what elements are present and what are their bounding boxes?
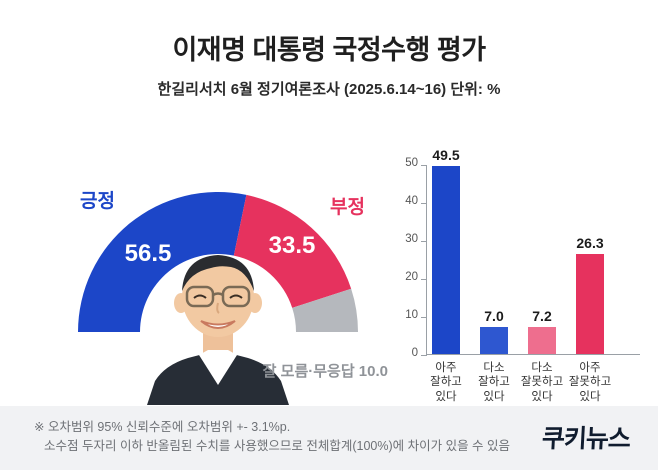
y-tick-label-0: 0 (411, 347, 418, 359)
y-axis-tickmarks (421, 165, 426, 356)
avatar-glasses-right (221, 285, 251, 308)
donut-segment-negative (233, 194, 352, 308)
bar-category-label: 아주 잘하고 있다 (430, 362, 462, 403)
kukinews-logo: 쿠키뉴스 (541, 425, 631, 453)
unknown-label: 잘 모름·무응답 10.0 (262, 363, 388, 380)
avatar-shirt (199, 350, 237, 385)
avatar-eye-left (193, 294, 207, 299)
detail-bar-chart: 50 40 30 20 10 0 49.5 7.0 7.2 26.3 아주 잘하… (405, 147, 640, 403)
y-tick-label-20: 20 (405, 271, 418, 283)
half-donut-svg (78, 192, 358, 332)
positive-value: 56.5 (124, 240, 172, 267)
approval-donut-chart: 긍정 부정 56.5 33.5 잘 모름·무응답 10.0 (0, 140, 400, 406)
avatar-face (182, 257, 254, 337)
bar-somewhat-badly (528, 326, 556, 354)
bar-group-very-badly: 26.3 (576, 235, 604, 354)
footnotes: ※ 오차범위 95% 신뢰수준에 오차범위 +- 3.1%p. 소수점 두자리 … (34, 418, 510, 457)
president-photo (147, 255, 289, 405)
bar-value-label: 26.3 (576, 235, 604, 252)
y-tick-label-30: 30 (405, 233, 418, 245)
avatar-eye-right (229, 294, 243, 299)
bar-category-label: 아주 잘못하고 있다 (568, 362, 612, 403)
y-tick-label-10: 10 (405, 309, 418, 321)
negative-label: 부정 (330, 197, 365, 218)
donut-segment-unknown (292, 288, 358, 332)
page-subtitle: 한길리서치 6월 정기여론조사 (2025.6.14~16) 단위: % (157, 81, 501, 98)
bar-very-well (432, 165, 460, 354)
y-axis (426, 165, 427, 356)
y-tick-label-40: 40 (405, 195, 418, 207)
y-tick-label-50: 50 (405, 157, 418, 169)
x-axis (426, 354, 640, 355)
footnote-line1: ※ 오차범위 95% 신뢰수준에 오차범위 +- 3.1%p. (34, 420, 291, 434)
page-title: 이재명 대통령 국정수행 평가 (172, 35, 486, 65)
avatar-glasses-left (185, 285, 215, 308)
bar-value-label: 7.0 (484, 308, 504, 325)
negative-value: 33.5 (268, 232, 316, 259)
positive-label: 긍정 (80, 191, 115, 212)
bar-value-label: 7.2 (532, 307, 552, 324)
bar-group-somewhat-well: 7.0 (480, 308, 508, 354)
bar-very-badly (576, 254, 604, 354)
bar-somewhat-well (480, 327, 508, 354)
footnote-line2: 소수점 두자리 이하 반올림된 수치를 사용했으므로 전체합계(100%)에 차… (44, 439, 511, 454)
bar-group-very-well: 49.5 (432, 147, 460, 354)
avatar-nose (216, 302, 220, 314)
footer: ※ 오차범위 95% 신뢰수준에 오차범위 +- 3.1%p. 소수점 두자리 … (0, 406, 658, 470)
bar-value-label: 49.5 (432, 146, 460, 163)
bar-group-somewhat-badly: 7.2 (528, 308, 556, 354)
bar-category-label: 다소 잘하고 있다 (478, 362, 510, 403)
donut-segment-positive (78, 192, 247, 332)
avatar-hair (182, 255, 254, 291)
bar-category-label: 다소 잘못하고 있다 (520, 362, 564, 403)
avatar-glasses-bridge (212, 292, 224, 297)
avatar-smile (200, 320, 236, 329)
